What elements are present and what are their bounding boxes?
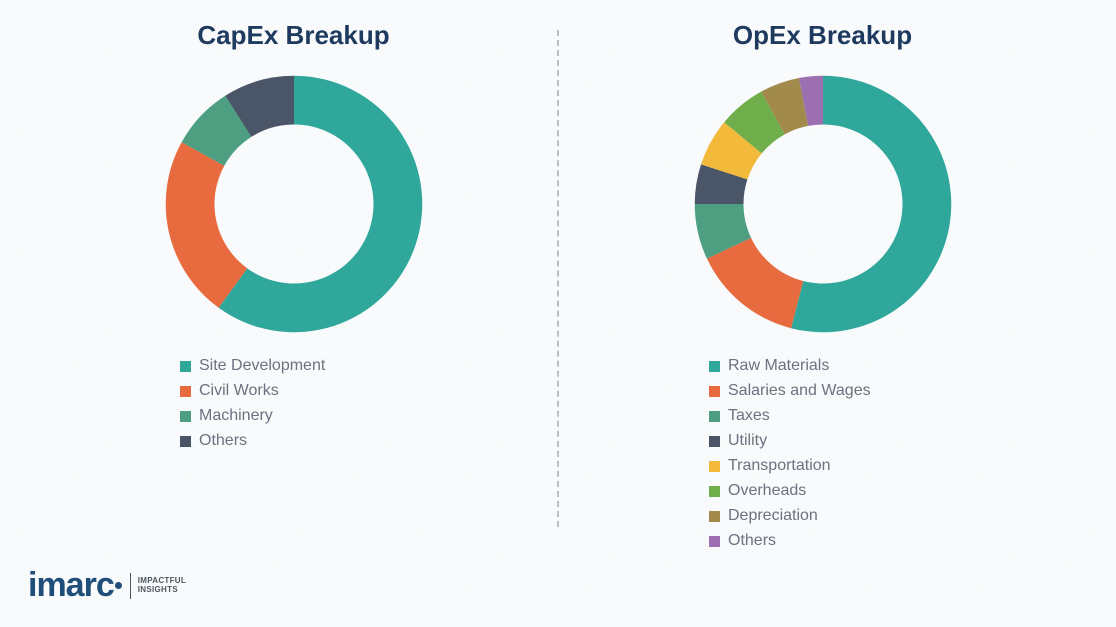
capex-legend-label-3: Others [199, 432, 247, 450]
logo-text: imarc [28, 566, 114, 604]
opex-legend-swatch-0 [709, 361, 720, 372]
opex-legend-label-2: Taxes [728, 407, 770, 425]
capex-legend-label-0: Site Development [199, 357, 325, 375]
opex-legend-swatch-2 [709, 411, 720, 422]
opex-legend-item-5: Overheads [709, 482, 871, 500]
opex-legend-item-6: Depreciation [709, 507, 871, 525]
capex-slice-1 [165, 142, 247, 308]
capex-legend-label-1: Civil Works [199, 382, 279, 400]
opex-legend-item-2: Taxes [709, 407, 871, 425]
opex-legend-label-6: Depreciation [728, 507, 818, 525]
capex-donut-svg [159, 69, 429, 339]
capex-panel: CapEx Breakup Site Development Civil Work… [30, 20, 557, 537]
opex-legend-item-4: Transportation [709, 457, 871, 475]
logo-tagline: IMPACTFUL INSIGHTS [138, 577, 186, 595]
capex-legend-swatch-1 [180, 386, 191, 397]
capex-legend-item-3: Others [180, 432, 325, 450]
opex-legend-item-7: Others [709, 532, 871, 550]
opex-legend-label-7: Others [728, 532, 776, 550]
capex-legend-item-1: Civil Works [180, 382, 325, 400]
brand-logo: imarc IMPACTFUL INSIGHTS [28, 566, 186, 605]
opex-legend-swatch-4 [709, 461, 720, 472]
opex-legend-label-3: Utility [728, 432, 767, 450]
opex-legend: Raw Materials Salaries and Wages Taxes Util… [709, 357, 871, 557]
logo-tagline-1: IMPACTFUL [138, 576, 186, 585]
capex-legend-label-2: Machinery [199, 407, 273, 425]
logo-tagline-2: INSIGHTS [138, 585, 178, 594]
logo-dot-icon [115, 582, 122, 589]
capex-legend-item-0: Site Development [180, 357, 325, 375]
opex-panel: OpEx Breakup Raw Materials Salaries and W… [559, 20, 1086, 537]
opex-legend-item-1: Salaries and Wages [709, 382, 871, 400]
capex-legend: Site Development Civil Works Machinery Othe… [180, 357, 325, 457]
logo-separator [130, 573, 131, 599]
opex-legend-swatch-3 [709, 436, 720, 447]
opex-legend-label-0: Raw Materials [728, 357, 829, 375]
capex-title: CapEx Breakup [197, 20, 389, 51]
capex-legend-swatch-2 [180, 411, 191, 422]
opex-donut-svg [688, 69, 958, 339]
capex-legend-swatch-3 [180, 436, 191, 447]
capex-donut [159, 69, 429, 339]
opex-legend-label-5: Overheads [728, 482, 806, 500]
opex-legend-item-3: Utility [709, 432, 871, 450]
opex-legend-swatch-7 [709, 536, 720, 547]
logo-wordmark: imarc [28, 566, 123, 605]
opex-legend-swatch-6 [709, 511, 720, 522]
opex-legend-label-4: Transportation [728, 457, 831, 475]
opex-legend-item-0: Raw Materials [709, 357, 871, 375]
opex-donut [688, 69, 958, 339]
opex-legend-label-1: Salaries and Wages [728, 382, 871, 400]
opex-legend-swatch-5 [709, 486, 720, 497]
charts-container: CapEx Breakup Site Development Civil Work… [0, 0, 1116, 627]
capex-legend-item-2: Machinery [180, 407, 325, 425]
opex-title: OpEx Breakup [733, 20, 912, 51]
capex-legend-swatch-0 [180, 361, 191, 372]
opex-legend-swatch-1 [709, 386, 720, 397]
